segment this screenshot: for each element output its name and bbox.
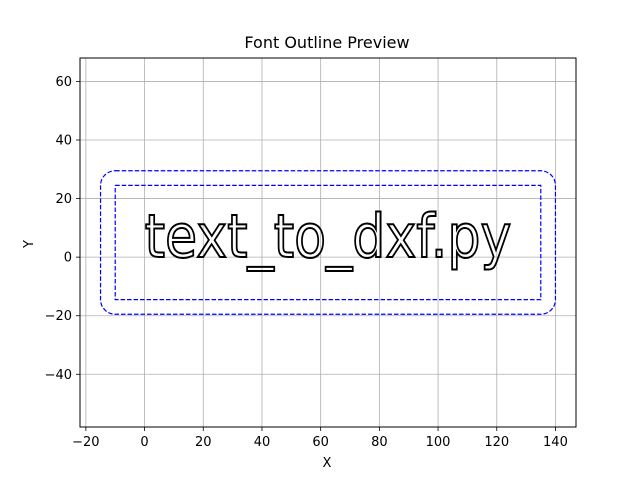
y-tick-label: −20 — [45, 309, 72, 324]
x-tick-label: 40 — [254, 435, 271, 450]
x-tick-label: 60 — [312, 435, 329, 450]
x-tick-label: 80 — [371, 435, 388, 450]
x-tick-label: −20 — [72, 435, 99, 450]
chart-title: Font Outline Preview — [244, 33, 409, 52]
y-tick-label: 60 — [55, 75, 72, 90]
y-tick-label: 0 — [64, 251, 72, 266]
plot-frame — [79, 57, 577, 428]
y-tick-label: 40 — [55, 134, 72, 149]
inner-boundary — [114, 184, 542, 301]
x-tick-label: 140 — [543, 435, 568, 450]
x-tick-label: 100 — [426, 435, 451, 450]
x-axis-label: X — [323, 456, 332, 471]
outline-text: text_to_dxf.py — [145, 202, 512, 272]
series-group — [99, 170, 557, 315]
y-tick-label: 20 — [55, 192, 72, 207]
grid — [80, 58, 576, 427]
ticks: −20 0 20 40 60 80 100 120 140 −40 −20 0 20 40 60 — [45, 75, 568, 450]
outline-text-group: text_to_dxf.py — [144, 201, 513, 273]
x-tick-label: 20 — [195, 435, 212, 450]
y-tick-label: −40 — [45, 368, 72, 383]
x-tick-label: 0 — [140, 435, 148, 450]
y-axis-label: Y — [22, 240, 37, 249]
x-tick-label: 120 — [484, 435, 509, 450]
